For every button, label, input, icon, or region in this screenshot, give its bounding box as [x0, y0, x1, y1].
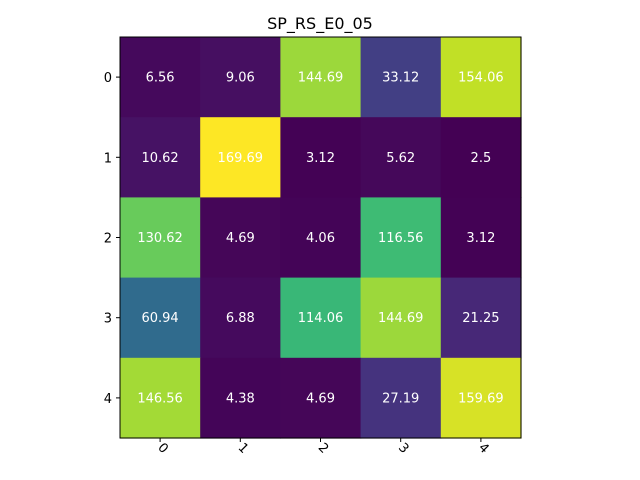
cell-value-label: 5.62 — [386, 151, 415, 166]
cell-value-label: 10.62 — [141, 151, 178, 166]
cell-value-label: 4.38 — [226, 391, 255, 406]
cell-value-label: 130.62 — [137, 231, 183, 246]
cell-value-label: 27.19 — [382, 391, 419, 406]
heatmap-cell — [360, 357, 442, 439]
heatmap-cell — [280, 37, 362, 118]
cell-value-label: 154.06 — [458, 71, 504, 86]
cell-value-label: 21.25 — [462, 311, 499, 326]
x-tick-label: 2 — [315, 440, 331, 456]
heatmap-cell — [440, 277, 522, 359]
heatmap-cell — [200, 357, 281, 439]
heatmap-cell — [360, 277, 442, 359]
heatmap-cell — [280, 357, 362, 439]
cell-value-label: 3.12 — [306, 151, 335, 166]
y-axis-ticks: 0 1 2 3 4 — [104, 71, 120, 407]
heatmap-cell — [120, 37, 201, 118]
heatmap-cell — [440, 357, 522, 439]
y-tick-label: 0 — [104, 71, 112, 86]
heatmap-cell — [120, 117, 201, 198]
heatmap-cells — [120, 37, 522, 439]
y-tick-label: 1 — [104, 151, 112, 166]
heatmap-cell — [200, 197, 281, 279]
x-tick-label: 4 — [475, 440, 491, 456]
cell-value-label: 4.69 — [306, 391, 335, 406]
heatmap-cell — [280, 277, 362, 359]
x-tick-label: 0 — [154, 440, 170, 456]
cell-value-label: 3.12 — [466, 231, 495, 246]
heatmap-cell — [120, 197, 201, 279]
heatmap-cell — [120, 277, 201, 359]
heatmap-cell — [440, 197, 522, 279]
heatmap-cell — [360, 117, 442, 198]
heatmap-cell — [360, 37, 442, 118]
y-tick-label: 2 — [104, 232, 112, 247]
y-tick-label: 4 — [104, 392, 112, 407]
heatmap-cell — [120, 357, 201, 439]
heatmap-cell — [280, 117, 362, 198]
y-tick-label: 3 — [104, 312, 112, 327]
cell-value-label: 4.69 — [226, 231, 255, 246]
cell-value-label: 33.12 — [382, 71, 419, 86]
heatmap-cell-labels: 6.56 9.06 144.69 33.12 154.06 10.62 169.69 3.12… — [137, 71, 503, 407]
cell-value-label: 9.06 — [226, 71, 255, 86]
heatmap-cell — [200, 117, 281, 198]
x-tick-label: 1 — [235, 440, 251, 456]
cell-value-label: 60.94 — [141, 311, 178, 326]
heatmap-cell — [280, 197, 362, 279]
cell-value-label: 144.69 — [378, 311, 424, 326]
heatmap-cell — [200, 277, 281, 359]
cell-value-label: 2.5 — [471, 151, 492, 166]
cell-value-label: 146.56 — [137, 391, 183, 406]
x-tick-label: 3 — [395, 440, 411, 456]
cell-value-label: 114.06 — [298, 311, 344, 326]
heatmap-cell — [440, 117, 522, 198]
heatmap-cell — [440, 37, 522, 118]
cell-value-label: 6.56 — [146, 71, 175, 86]
cell-value-label: 6.88 — [226, 311, 255, 326]
cell-value-label: 169.69 — [218, 151, 264, 166]
heatmap-cell — [360, 197, 442, 279]
cell-value-label: 159.69 — [458, 391, 504, 406]
cell-value-label: 4.06 — [306, 231, 335, 246]
cell-value-label: 116.56 — [378, 231, 424, 246]
chart-title: SP_RS_E0_05 — [267, 14, 373, 34]
x-axis-ticks: 0 1 2 3 4 — [154, 438, 492, 457]
heatmap-cell — [200, 37, 281, 118]
cell-value-label: 144.69 — [298, 71, 344, 86]
